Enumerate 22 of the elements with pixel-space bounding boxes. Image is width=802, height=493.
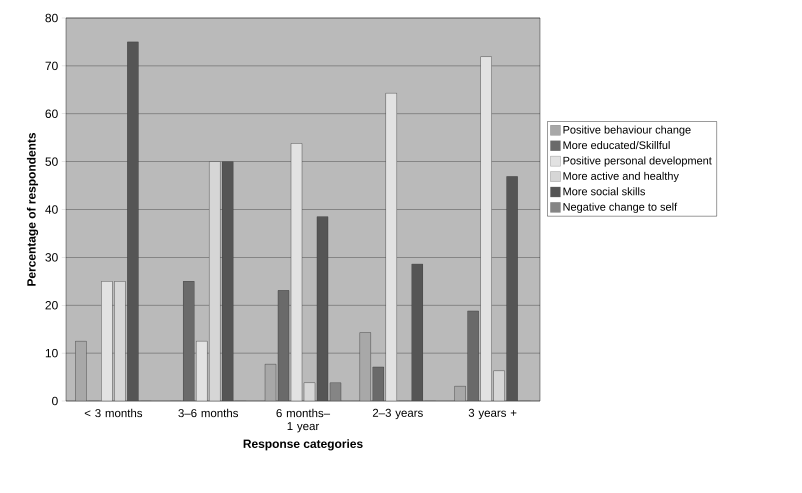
legend-label: Positive personal development xyxy=(564,156,712,167)
legend-label: More active and healthy xyxy=(564,172,679,182)
y-tick-label: 30 xyxy=(45,253,58,262)
y-tick-label: 10 xyxy=(46,348,58,358)
x-tick-label: 3–6 months xyxy=(178,408,238,418)
y-tick-label: 20 xyxy=(46,301,58,310)
y-tick-label: 50 xyxy=(45,157,58,166)
legend-label: Negative change to self xyxy=(564,202,678,213)
legend-label: Positive behaviour change xyxy=(564,126,691,136)
y-tick-label: 80 xyxy=(45,14,58,22)
y-tick-label: 60 xyxy=(46,110,58,118)
x-tick-label: 6 months– 1 year xyxy=(276,408,330,432)
y-tick-label: 40 xyxy=(45,205,58,214)
x-axis-title: Response categories xyxy=(244,439,363,450)
legend-label: More social skills xyxy=(564,187,645,196)
x-tick-label: 2–3 years xyxy=(372,408,423,420)
x-tick-label: < 3 months xyxy=(84,408,142,418)
y-tick-label: 0 xyxy=(52,396,58,406)
y-axis-title: Percentage of respondents xyxy=(26,132,38,286)
x-tick-label: 3 years + xyxy=(468,408,516,420)
legend-label: More educated/Skillful xyxy=(564,141,670,150)
y-tick-label: 70 xyxy=(46,62,58,70)
